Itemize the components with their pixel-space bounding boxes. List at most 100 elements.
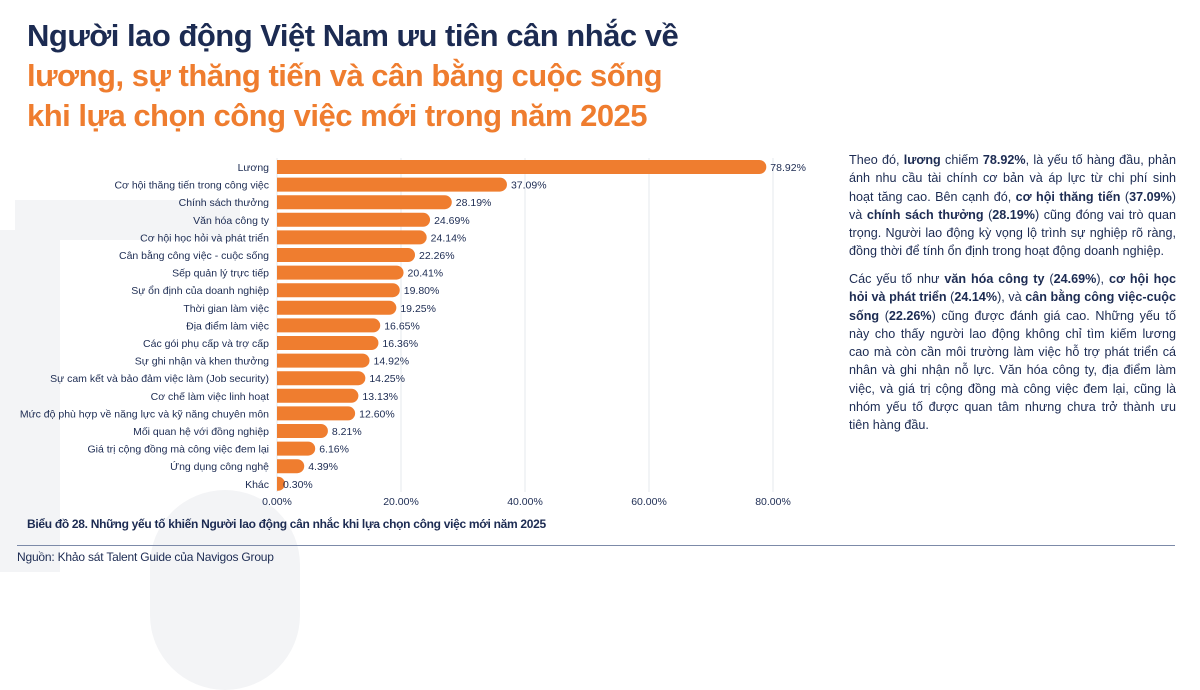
bar [277,177,507,192]
paragraph-text: chiếm [940,153,983,167]
category-label: Lương [238,162,270,174]
source-note: Nguồn: Khảo sát Talent Guide của Navigos… [17,550,274,564]
data-label: 16.36% [382,338,418,350]
bar [277,371,366,386]
paragraph-text: ), [1096,272,1109,286]
title-line-2: lương, sự thăng tiến và cân bằng cuộc số… [27,58,663,93]
paragraph-text: Các yếu tố như [849,272,945,286]
category-label: Mối quan hệ với đồng nghiệp [133,426,269,438]
category-label: Giá trị cộng đồng mà công việc đem lại [87,444,269,456]
category-label: Ứng dụng công nghệ [170,460,269,473]
highlight-text: 28.19% [992,207,1035,222]
bar [277,248,416,262]
category-label: Thời gian làm việc [183,303,269,315]
data-label: 4.39% [308,461,338,473]
data-label: 37.09% [511,180,547,192]
highlight-text: cơ hội học hỏi và phát triển [849,272,1177,305]
bar [277,195,452,210]
paragraph-text: ), và [997,290,1026,305]
bar [277,406,356,421]
bar-chart: 0.00% 20.00% 40.00% 60.00% 80.00% Lương 78.92%… [20,158,806,508]
background-decoration [0,230,60,572]
category-label: Sếp quản lý trực tiếp [172,268,269,280]
bar [277,424,328,438]
bar [277,160,767,174]
highlight-text: 37.09% [1129,189,1172,204]
paragraph-text: ) cũng đóng vai trò quan trọng. Người la… [849,207,1176,259]
data-label: 24.69% [434,215,470,227]
category-label: Cơ chế làm việc linh hoạt [151,391,269,403]
paragraph-text: ) và [849,189,1176,222]
category-label: Cơ hội thăng tiến trong công việc [114,180,269,192]
paragraph-text: , là yếu tố hàng đầu, phản ánh nhu cầu t… [849,153,1176,204]
bar [277,441,316,456]
highlight-text: chính sách thưởng [866,207,984,222]
x-tick-label: 0.00% [262,496,292,508]
paragraph-text: Theo đó, [849,153,904,167]
highlight-text: cơ hội thăng tiến [1015,189,1121,204]
data-label: 8.21% [332,426,362,438]
bar [277,300,397,315]
bar [277,318,381,333]
x-tick-label: 20.00% [383,496,419,508]
data-label: 20.41% [408,268,444,280]
x-tick-label: 80.00% [755,496,791,508]
highlight-text: văn hóa công ty [944,272,1045,286]
paragraph-text: ( [879,308,889,323]
bar [277,265,404,280]
bar [277,459,305,474]
bar [277,212,431,227]
category-label: Sự ghi nhận và khen thưởng [135,356,269,368]
bar [277,230,427,245]
data-label: 0.30% [283,479,313,491]
chart-caption: Biểu đồ 28. Những yếu tố khiến Người lao… [27,517,546,531]
highlight-text: 24.14% [954,290,998,305]
paragraph-text: ( [946,290,955,305]
data-label: 12.60% [359,408,395,420]
category-label: Khác [245,479,269,491]
data-label: 6.16% [319,444,349,456]
data-label: 19.25% [400,303,436,315]
data-label: 19.80% [404,285,440,297]
category-label: Địa điểm làm việc [186,320,269,332]
category-label: Cân bằng công việc - cuộc sống [119,249,269,262]
bar [277,353,370,368]
data-label: 78.92% [770,162,806,174]
data-label: 16.65% [384,320,420,332]
paragraph-text: ( [1120,189,1130,204]
category-label: Các gói phụ cấp và trợ cấp [143,338,269,350]
category-label: Sự cam kết và bảo đảm việc làm (Job secu… [50,373,269,385]
category-label: Sự ổn định của doanh nghiệp [131,285,269,297]
highlight-text: 24.69% [1053,272,1097,286]
x-tick-label: 40.00% [507,496,543,508]
data-label: 22.26% [419,250,455,262]
paragraph-text: ( [1044,272,1054,286]
category-label: Mức độ phù hợp về năng lực và kỹ năng ch… [20,408,269,420]
data-label: 24.14% [431,232,467,244]
highlight-text: 78.92% [982,153,1026,167]
category-label: Cơ hội học hỏi và phát triển [140,232,269,244]
data-label: 13.13% [362,391,398,403]
paragraph-text: ) cũng được đánh giá cao. Những yếu tố n… [849,308,1176,433]
data-label: 14.25% [369,373,405,385]
highlight-text: cân bằng công việc-cuộc sống [849,290,1176,323]
bar [277,283,400,298]
highlight-text: lương [903,153,941,167]
bar [277,388,359,403]
title-line-3: khi lựa chọn công việc mới trong năm 202… [27,98,648,133]
background-decoration [15,200,240,240]
bar [277,476,285,491]
analysis-paragraph-1: Theo đó, lương chiếm 78.92%, là yếu tố h… [849,151,1176,261]
category-label: Văn hóa công ty [193,215,270,227]
data-label: 14.92% [374,356,410,368]
analysis-paragraph-2: Các yếu tố như văn hóa công ty (24.69%),… [849,270,1176,435]
bar [277,336,379,350]
highlight-text: 22.26% [888,308,932,323]
paragraph-text: ( [983,207,993,222]
data-label: 28.19% [456,197,492,209]
page-title: Người lao động Việt Nam ưu tiên cân nhắc… [27,16,679,136]
x-tick-label: 60.00% [631,496,667,508]
divider [17,545,1175,546]
title-line-1: Người lao động Việt Nam ưu tiên cân nhắc… [27,18,679,53]
category-label: Chính sách thưởng [179,197,270,209]
